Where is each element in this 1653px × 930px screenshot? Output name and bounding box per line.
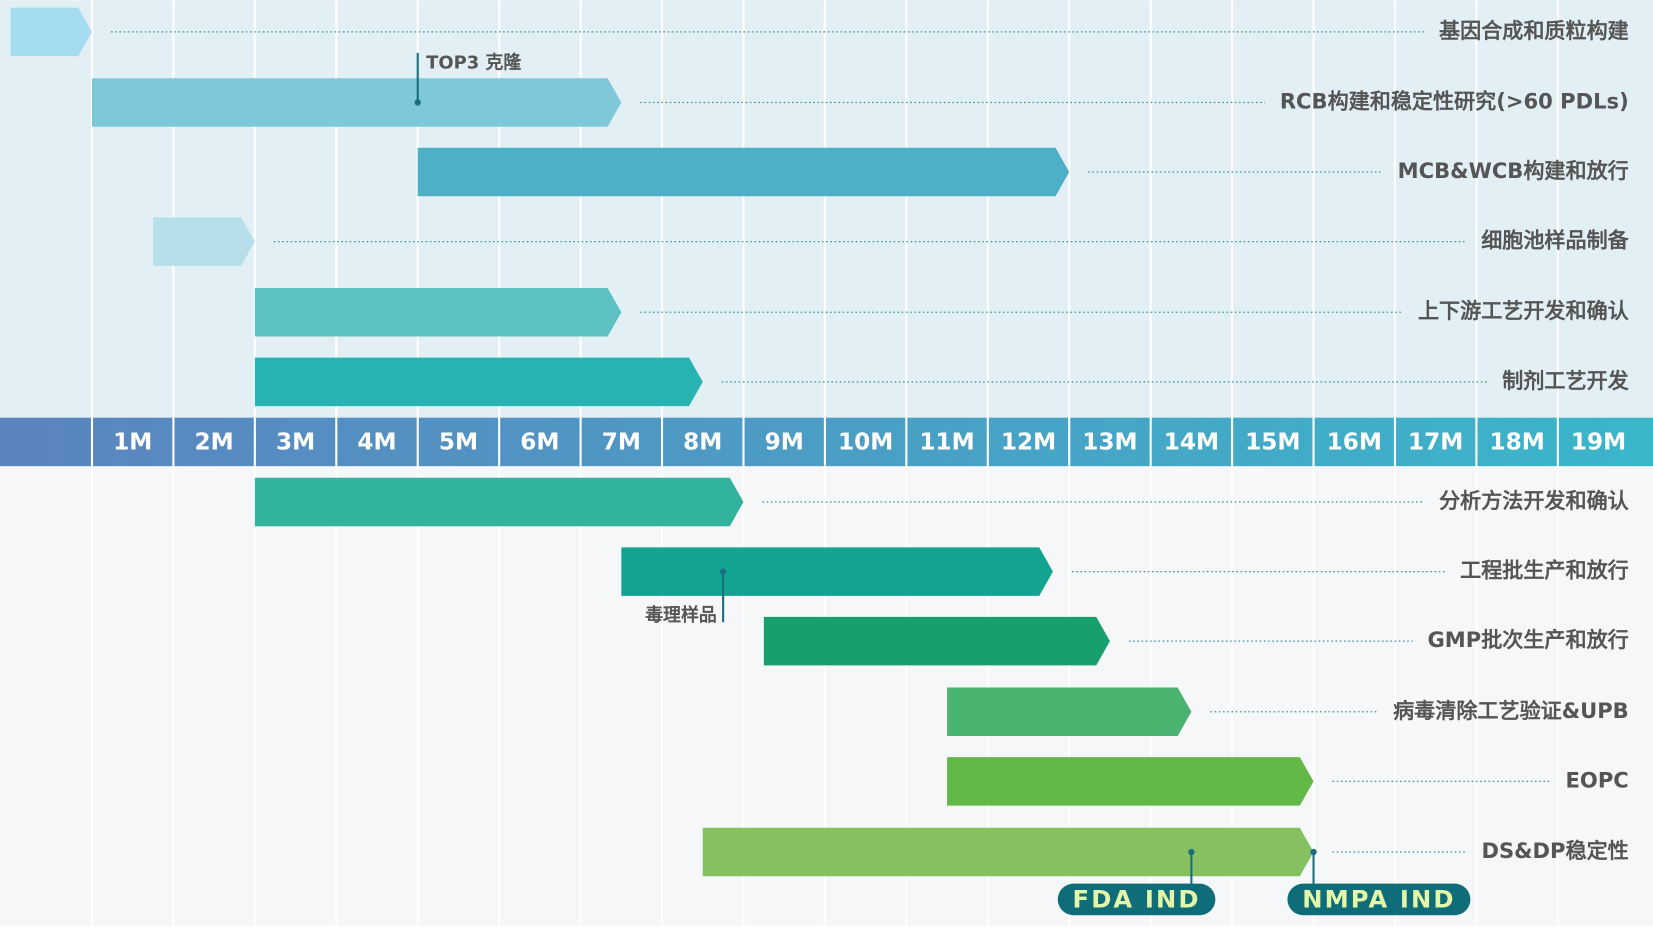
x-tick-label: 6M <box>520 428 559 455</box>
x-tick-label: 9M <box>765 428 804 455</box>
x-tick-label: 18M <box>1489 428 1544 455</box>
task-label: 基因合成和质粒构建 <box>1439 18 1630 43</box>
upper-background <box>0 0 1653 418</box>
x-tick-label: 1M <box>113 428 152 455</box>
time-axis-band <box>0 417 1653 467</box>
task-label: 上下游工艺开发和确认 <box>1418 298 1630 323</box>
task-label: GMP批次生产和放行 <box>1427 627 1628 652</box>
task-label: MCB&WCB构建和放行 <box>1398 158 1629 183</box>
marker-dot <box>1188 848 1195 856</box>
badge-label: NMPA IND <box>1302 884 1455 913</box>
task-label: 细胞池样品制备 <box>1481 228 1629 253</box>
task-bar <box>254 477 744 527</box>
task-label: DS&DP稳定性 <box>1482 838 1629 863</box>
x-tick-label: 12M <box>1001 428 1056 455</box>
task-label: RCB构建和稳定性研究(>60 PDLs) <box>1280 88 1629 113</box>
task-bar <box>702 827 1314 877</box>
task-bar <box>254 288 622 337</box>
task-bar <box>763 616 1110 666</box>
task-bar <box>153 217 255 266</box>
badge <box>1057 883 1216 916</box>
x-tick-label: 15M <box>1245 428 1300 455</box>
task-label: 分析方法开发和确认 <box>1439 488 1630 513</box>
x-tick-label: 2M <box>195 428 234 455</box>
task-bar <box>10 7 92 57</box>
x-tick-label: 10M <box>838 428 893 455</box>
x-tick-label: 5M <box>439 428 478 455</box>
x-tick-label: 16M <box>1327 428 1382 455</box>
marker-label: 毒理样品 <box>645 604 717 626</box>
task-label: 工程批生产和放行 <box>1460 558 1629 583</box>
x-tick-label: 11M <box>919 428 974 455</box>
x-tick-label: 17M <box>1408 428 1463 455</box>
x-tick-label: 19M <box>1571 428 1626 455</box>
x-tick-label: 3M <box>276 428 315 455</box>
x-tick-label: 8M <box>683 428 722 455</box>
marker-dot <box>719 568 727 575</box>
task-bar <box>91 78 622 127</box>
task-bar <box>621 547 1053 596</box>
x-tick-label: 14M <box>1164 428 1219 455</box>
marker-label: TOP3 克隆 <box>426 51 522 73</box>
task-bar <box>417 147 1070 197</box>
task-label: EOPC <box>1566 767 1629 792</box>
marker-dot <box>1310 848 1317 856</box>
task-label: 制剂工艺开发 <box>1502 368 1629 393</box>
x-tick-label: 13M <box>1082 428 1137 455</box>
marker-dot <box>414 99 421 106</box>
task-bar <box>947 687 1192 737</box>
badge <box>1287 883 1471 916</box>
task-label: 病毒清除工艺验证&UPB <box>1393 698 1629 723</box>
x-tick-label: 4M <box>357 428 396 455</box>
task-bar <box>947 757 1314 806</box>
task-bar <box>254 357 703 407</box>
badge-label: FDA IND <box>1073 884 1201 913</box>
x-tick-label: 7M <box>602 428 641 455</box>
